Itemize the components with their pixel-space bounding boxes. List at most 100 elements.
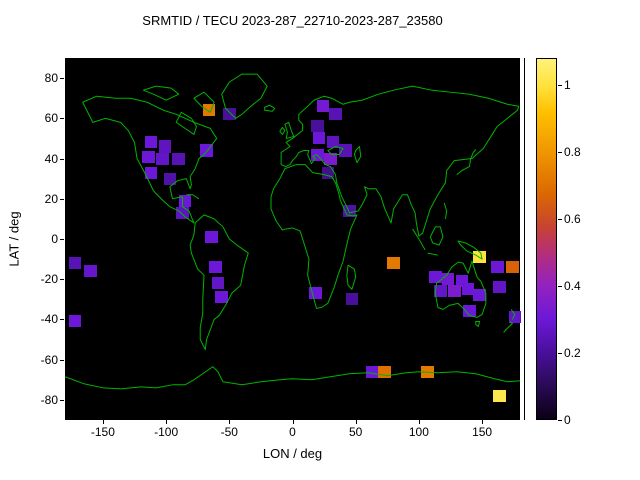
y-tick-mark [60,359,64,361]
coastline-iceland [265,105,275,111]
x-tick-label: -100 [154,425,179,439]
colorbar [536,58,557,420]
colorbar-gradient [537,59,556,419]
coastline-borneo [430,227,443,245]
heatmap-cell [311,120,325,133]
coastline-japan [457,150,476,175]
coastline-eurasia [281,86,519,236]
coastline-caspian-sea [354,146,360,162]
coastline-hudson-bay [176,112,196,134]
y-tick-label: 0 [51,232,58,246]
heatmap-cell [324,152,337,165]
plot-area [65,58,522,420]
coastline-philippines [444,203,447,219]
heatmap-cell [434,285,447,298]
heatmap-cell [163,172,177,185]
x-tick-mark [166,420,168,424]
coastline-new-zealand-north [511,309,515,319]
coastline-greenland [222,74,268,118]
heatmap-cell [345,293,359,306]
colorbar-tick-mark [558,352,562,354]
heatmap-cell [339,144,352,157]
heatmap-cell [144,136,158,149]
heatmap-cell [215,291,229,304]
x-tick-mark [482,420,484,424]
y-tick-label: -20 [40,272,58,287]
heatmap-cell [316,100,330,113]
y-tick-mark [60,198,64,200]
heatmap-cell [321,166,335,179]
x-tick-mark [292,420,294,424]
colorbar-tick-mark [558,218,562,220]
heatmap-cell [326,136,340,149]
colorbar-tick-label: 0.8 [564,144,581,159]
colorbar-tick-label: 0.6 [564,211,581,226]
coastline-new-zealand-south [504,321,513,332]
heatmap-cell [144,166,158,179]
x-axis-label: LON / deg [262,446,323,461]
heatmap-cell [156,152,169,165]
heatmap-cell [447,285,461,298]
coastline-north-america [83,96,217,223]
x-tick-label: 50 [349,425,363,439]
coastline-madagascar [347,265,356,289]
x-tick-mark [355,420,357,424]
heatmap-cell [508,311,522,324]
x-tick-mark [418,420,420,424]
colorbar-tick-mark [558,151,562,153]
heatmap-cell [68,257,82,270]
heatmap-cell [493,389,507,402]
x-tick-label: 100 [408,425,429,439]
y-tick-label: 60 [44,111,58,126]
y-tick-mark [60,239,64,240]
colorbar-tick-label: 0.2 [564,345,581,360]
y-tick-mark [60,319,64,321]
heatmap-cell [473,289,486,302]
y-tick-mark [60,158,64,160]
heatmap-cell [506,261,519,274]
coastline-antarctica [65,367,520,389]
x-tick-label: 150 [472,425,493,439]
colorbar-tick-label: 0.4 [564,278,581,293]
colorbar-tick-label: 1 [564,77,571,92]
x-tick-label: 0 [289,425,296,439]
heatmap-cell [158,140,172,153]
colorbar-tick-label: 0 [564,413,571,427]
heatmap-cell [365,365,379,378]
heatmap-cell [222,108,236,121]
heatmap-cell [461,283,475,296]
y-tick-label: -40 [40,312,58,327]
colorbar-tick-mark [558,420,562,421]
y-tick-label: 80 [44,71,58,86]
heatmap-cell [211,277,225,290]
coastline-black-sea [328,146,343,154]
coastline-ireland [280,127,285,134]
y-tick-mark [60,279,64,281]
coastline-britain [285,122,294,138]
x-tick-mark [229,420,231,424]
coastline-cuba [186,195,199,199]
coastline-new-guinea [458,241,482,259]
heatmap-cell [312,132,326,145]
heatmap-cell [387,257,400,270]
heatmap-cells-layer [65,58,522,420]
heatmap-cell [176,206,189,219]
heatmap-cell [172,152,186,165]
coastline-australia [435,261,486,317]
chart-title: SRMTID / TECU 2023-287_22710-2023-287_23… [142,13,443,28]
x-tick-label: -150 [90,425,115,439]
heatmap-cell [142,150,155,163]
world-map [65,58,520,420]
heatmap-cell [209,261,222,274]
heatmap-cell [83,265,97,278]
coastline-sumatra [413,229,426,250]
coastline-south-america [190,215,248,350]
heatmap-cell [329,108,342,121]
right-axis-line [524,58,525,420]
coastline-tasmania [476,321,480,326]
heatmap-cell [205,230,218,244]
colorbar-tick-mark [558,84,562,86]
heatmap-cell [490,261,504,274]
heatmap-cell [68,315,82,328]
